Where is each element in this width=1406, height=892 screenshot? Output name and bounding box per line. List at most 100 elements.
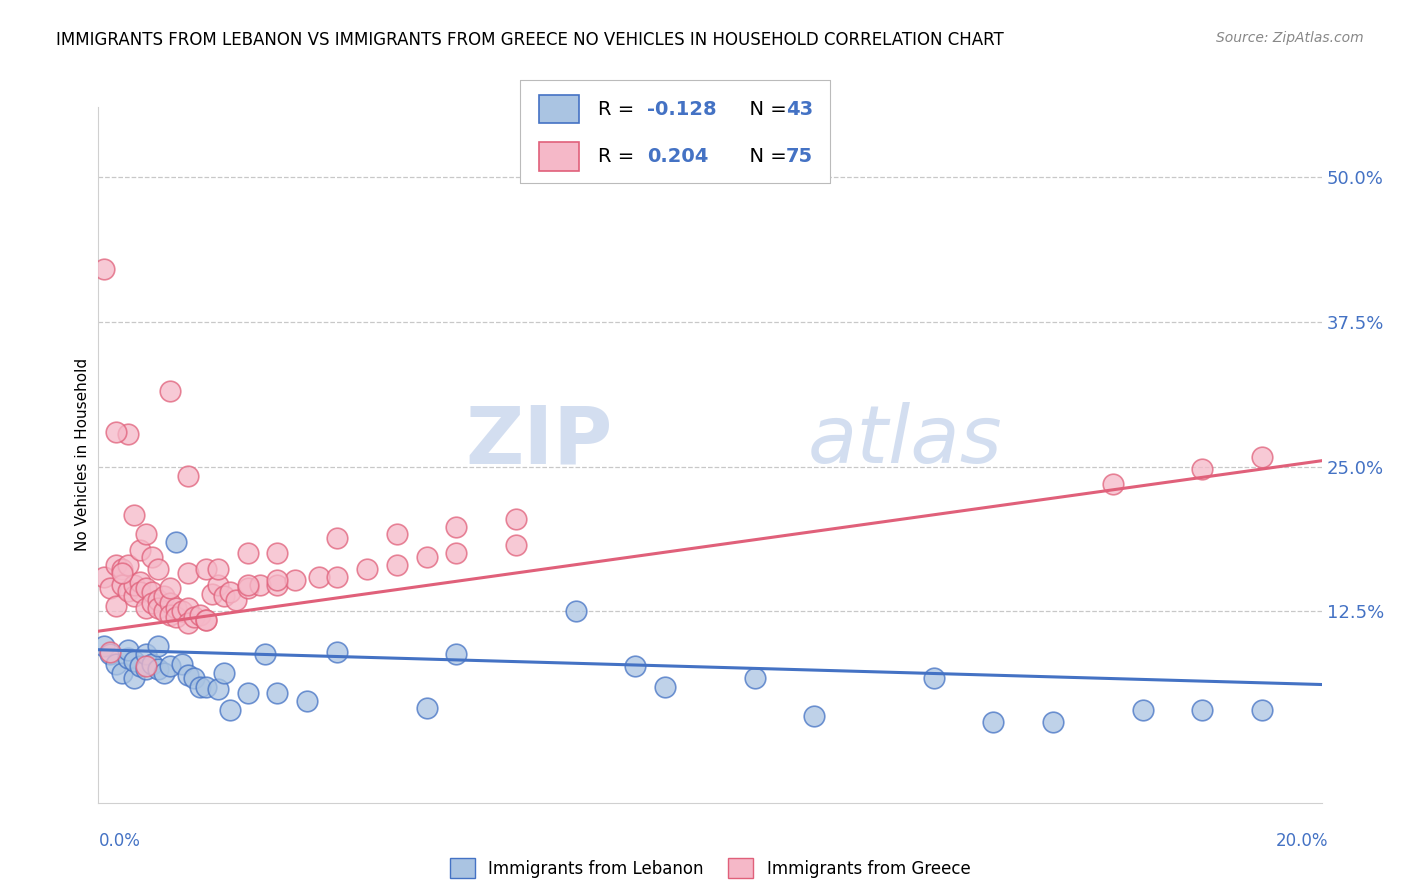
Point <box>117 583 139 598</box>
Point <box>111 561 134 575</box>
Point <box>188 607 211 622</box>
Point <box>98 582 121 596</box>
Text: ZIP: ZIP <box>465 402 612 480</box>
Point <box>146 592 169 607</box>
Point <box>105 558 128 573</box>
Point <box>105 425 128 439</box>
Point <box>194 680 217 694</box>
Point <box>326 570 349 584</box>
Point <box>212 665 235 680</box>
Point <box>284 573 307 587</box>
Text: 0.204: 0.204 <box>647 146 709 166</box>
Point <box>207 682 229 697</box>
Text: -0.128: -0.128 <box>647 100 717 119</box>
Point <box>207 561 229 575</box>
Point <box>194 613 217 627</box>
Point <box>654 680 676 694</box>
Point <box>188 680 211 694</box>
Point <box>385 526 408 541</box>
Point <box>117 651 139 665</box>
Point <box>170 605 193 619</box>
Point <box>624 659 647 673</box>
Point <box>122 508 145 523</box>
Point <box>153 590 176 604</box>
Point <box>565 605 588 619</box>
Point <box>218 703 240 717</box>
Point <box>803 708 825 723</box>
Point <box>415 700 437 714</box>
Point <box>129 659 152 673</box>
Point <box>177 566 200 581</box>
Point <box>266 573 288 587</box>
Text: R =: R = <box>598 146 640 166</box>
Text: N =: N = <box>737 100 793 119</box>
Point <box>153 605 176 619</box>
Point <box>135 662 157 677</box>
Point <box>1251 703 1274 717</box>
Point <box>194 613 217 627</box>
Point <box>1132 703 1154 717</box>
Point <box>225 592 247 607</box>
Point <box>141 596 163 610</box>
Text: 43: 43 <box>786 100 813 119</box>
Point <box>177 615 200 630</box>
Point <box>266 685 288 699</box>
Point <box>1251 450 1274 465</box>
Point <box>236 685 259 699</box>
Point <box>135 601 157 615</box>
Point <box>236 578 259 592</box>
Point <box>135 648 157 662</box>
FancyBboxPatch shape <box>538 142 579 170</box>
Point <box>111 665 134 680</box>
Point <box>159 582 181 596</box>
Point <box>117 558 139 573</box>
Point <box>297 694 319 708</box>
Text: 0.0%: 0.0% <box>98 832 141 850</box>
Point <box>505 512 527 526</box>
Point <box>183 671 205 685</box>
Point <box>236 546 259 561</box>
Point <box>385 558 408 573</box>
Point <box>254 648 277 662</box>
Text: 75: 75 <box>786 146 813 166</box>
Point <box>122 578 145 592</box>
Point <box>326 645 349 659</box>
Text: IMMIGRANTS FROM LEBANON VS IMMIGRANTS FROM GREECE NO VEHICLES IN HOUSEHOLD CORRE: IMMIGRANTS FROM LEBANON VS IMMIGRANTS FR… <box>56 31 1004 49</box>
Point <box>146 639 169 653</box>
Point <box>165 610 187 624</box>
Point <box>93 639 115 653</box>
Point <box>98 645 121 659</box>
Point <box>153 665 176 680</box>
Point <box>135 659 157 673</box>
Point <box>1191 703 1213 717</box>
Point <box>266 546 288 561</box>
Point <box>129 543 152 558</box>
Point <box>218 584 240 599</box>
Point <box>165 601 187 615</box>
Legend: Immigrants from Lebanon, Immigrants from Greece: Immigrants from Lebanon, Immigrants from… <box>443 851 977 885</box>
Point <box>744 671 766 685</box>
Point <box>415 549 437 564</box>
Point <box>326 532 349 546</box>
Point <box>236 582 259 596</box>
Point <box>446 648 468 662</box>
Point <box>135 582 157 596</box>
Point <box>111 566 134 581</box>
Point <box>159 596 181 610</box>
Point <box>207 578 229 592</box>
Point <box>356 561 378 575</box>
Point <box>146 662 169 677</box>
Point <box>177 468 200 483</box>
Point <box>93 262 115 277</box>
Point <box>1191 462 1213 476</box>
Point <box>266 578 288 592</box>
Point <box>1042 714 1064 729</box>
Point <box>177 601 200 615</box>
Point <box>146 601 169 615</box>
Text: Source: ZipAtlas.com: Source: ZipAtlas.com <box>1216 31 1364 45</box>
Point <box>212 590 235 604</box>
Point <box>249 578 271 592</box>
Point <box>201 587 224 601</box>
Point <box>122 590 145 604</box>
Text: atlas: atlas <box>808 402 1002 480</box>
